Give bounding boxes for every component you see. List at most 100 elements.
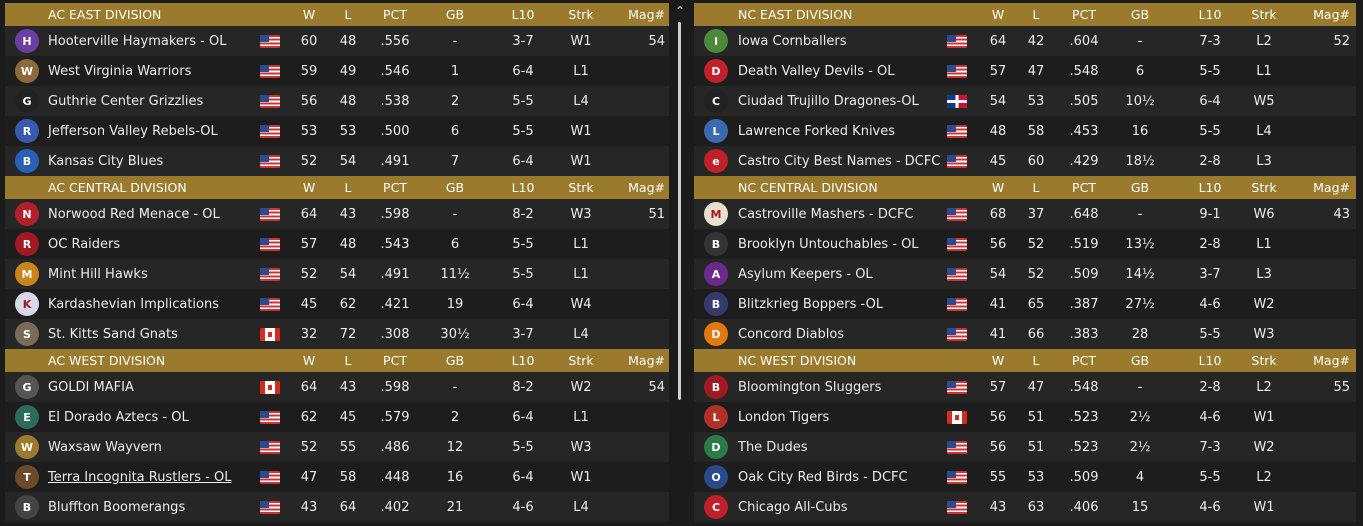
team-name-link[interactable]: Lawrence Forked Knives: [738, 123, 896, 139]
standings-row[interactable]: G GOLDI MAFIA 64 43 .598 - 8-2 W2 54: [5, 372, 669, 402]
team-name-link[interactable]: Concord Diablos: [738, 326, 845, 342]
team-name-link[interactable]: Kansas City Blues: [48, 153, 164, 169]
team-name-link[interactable]: Hooterville Haymakers - OL: [48, 33, 227, 49]
losses-value: 58: [1027, 123, 1045, 139]
team-logo-icon: D: [704, 435, 728, 459]
col-header-l10: L10: [1198, 7, 1222, 22]
losses-value: 48: [339, 33, 357, 49]
scroll-up-icon[interactable]: ⌃: [674, 4, 686, 18]
team-name-link[interactable]: London Tigers: [738, 409, 830, 425]
country-flag-icon: [260, 441, 280, 454]
pct-value: .519: [1069, 236, 1099, 252]
team-name-link[interactable]: Waxsaw Wayvern: [48, 439, 162, 455]
pct-value: .500: [380, 123, 410, 139]
standings-row[interactable]: B Kansas City Blues 52 54 .491 7 6-4 W1: [5, 146, 669, 176]
standings-row[interactable]: O Oak City Red Birds - DCFC 55 53 .509 4 5-5 L2: [694, 462, 1356, 492]
team-name-link[interactable]: OC Raiders: [48, 236, 121, 252]
standings-row[interactable]: C Ciudad Trujillo Dragones-OL 54 53 .505 10½ 6…: [694, 86, 1356, 116]
wins-value: 52: [300, 439, 318, 455]
team-name-link[interactable]: Brooklyn Untouchables - OL: [738, 236, 919, 252]
team-name-link[interactable]: Asylum Keepers - OL: [738, 266, 873, 282]
country-flag-icon: [947, 411, 967, 424]
team-name-link[interactable]: Oak City Red Birds - DCFC: [738, 469, 908, 485]
standings-row[interactable]: D The Dudes 56 51 .523 2½ 7-3 W2: [694, 432, 1356, 462]
standings-row[interactable]: B Bluffton Boomerangs 43 64 .402 21 4-6 L4: [5, 492, 669, 522]
standings-row[interactable]: W West Virginia Warriors 59 49 .546 1 6-4 L1: [5, 56, 669, 86]
team-name-link[interactable]: Bloomington Sluggers: [738, 379, 882, 395]
col-header-gb: GB: [1130, 180, 1150, 195]
division-header: AC CENTRAL DIVISION W L PCT GB L10 Strk Mag#: [5, 176, 669, 199]
standings-row[interactable]: C Chicago All-Cubs 43 63 .406 15 4-6 W1: [694, 492, 1356, 522]
games-back-value: 14½: [1125, 266, 1155, 282]
scrollbar[interactable]: ⌃: [672, 0, 688, 526]
last-ten-value: 5-5: [1199, 469, 1221, 485]
standings-row[interactable]: T Terra Incognita Rustlers - OL 47 58 .448 16…: [5, 462, 669, 492]
last-ten-value: 5-5: [512, 123, 534, 139]
standings-row[interactable]: E El Dorado Aztecs - OL 62 45 .579 2 6-4 L1: [5, 402, 669, 432]
standings-row[interactable]: B Blitzkrieg Boppers -OL 41 65 .387 27½ 4-6 W2: [694, 289, 1356, 319]
col-header-mag: Mag#: [628, 7, 665, 22]
standings-row[interactable]: M Mint Hill Hawks 52 54 .491 11½ 5-5 L1: [5, 259, 669, 289]
col-header-pct: PCT: [1072, 7, 1096, 22]
standings-row[interactable]: e Castro City Best Names - DCFC 45 60 .429 18…: [694, 146, 1356, 176]
col-header-mag: Mag#: [1313, 7, 1350, 22]
standings-row[interactable]: N Norwood Red Menace - OL 64 43 .598 - 8-2 W3 51: [5, 199, 669, 229]
team-name-link[interactable]: The Dudes: [738, 439, 808, 455]
losses-value: 53: [1027, 469, 1045, 485]
standings-row[interactable]: L Lawrence Forked Knives 48 58 .453 16 5-5 L4: [694, 116, 1356, 146]
team-name-link[interactable]: Terra Incognita Rustlers - OL: [48, 469, 232, 485]
wins-value: 68: [989, 206, 1007, 222]
team-name-link[interactable]: El Dorado Aztecs - OL: [48, 409, 189, 425]
team-name-link[interactable]: Chicago All-Cubs: [738, 499, 848, 515]
col-header-w: W: [991, 180, 1005, 195]
team-name-link[interactable]: Mint Hill Hawks: [48, 266, 148, 282]
scroll-thumb[interactable]: [678, 22, 681, 400]
col-header-l: L: [1032, 7, 1040, 22]
country-flag-icon: [260, 471, 280, 484]
standings-row[interactable]: R OC Raiders 57 48 .543 6 5-5 L1: [5, 229, 669, 259]
games-back-value: -: [452, 379, 458, 395]
team-name-link[interactable]: West Virginia Warriors: [48, 63, 192, 79]
standings-row[interactable]: R Jefferson Valley Rebels-OL 53 53 .500 6 5-5 W…: [5, 116, 669, 146]
last-ten-value: 7-3: [1199, 33, 1221, 49]
team-name-link[interactable]: Iowa Cornballers: [738, 33, 847, 49]
standings-row[interactable]: B Bloomington Sluggers 57 47 .548 - 2-8 L2 55: [694, 372, 1356, 402]
team-name-link[interactable]: Jefferson Valley Rebels-OL: [48, 123, 218, 139]
team-name-link[interactable]: Guthrie Center Grizzlies: [48, 93, 204, 109]
standings-row[interactable]: S St. Kitts Sand Gnats 32 72 .308 30½ 3-7 L4: [5, 319, 669, 349]
magic-number-value: 43: [1333, 206, 1350, 222]
standings-row[interactable]: G Guthrie Center Grizzlies 56 48 .538 2 5-5 L4: [5, 86, 669, 116]
pct-value: .546: [380, 63, 410, 79]
team-name-link[interactable]: Castroville Mashers - DCFC: [738, 206, 914, 222]
standings-row[interactable]: A Asylum Keepers - OL 54 52 .509 14½ 3-7 L3: [694, 259, 1356, 289]
team-name-link[interactable]: Bluffton Boomerangs: [48, 499, 186, 515]
standings-row[interactable]: B Brooklyn Untouchables - OL 56 52 .519 13½ 2-…: [694, 229, 1356, 259]
team-name-link[interactable]: Blitzkrieg Boppers -OL: [738, 296, 884, 312]
col-header-w: W: [302, 180, 316, 195]
standings-row[interactable]: K Kardashevian Implications 45 62 .421 19 6-4 W…: [5, 289, 669, 319]
country-flag-icon: [260, 35, 280, 48]
team-name-link[interactable]: Death Valley Devils - OL: [738, 63, 895, 79]
standings-row[interactable]: L London Tigers 56 51 .523 2½ 4-6 W1: [694, 402, 1356, 432]
team-name-link[interactable]: Kardashevian Implications: [48, 296, 220, 312]
team-name-link[interactable]: Ciudad Trujillo Dragones-OL: [738, 93, 919, 109]
losses-value: 51: [1027, 439, 1045, 455]
losses-value: 53: [339, 123, 357, 139]
pct-value: .486: [380, 439, 410, 455]
standings-row[interactable]: H Hooterville Haymakers - OL 60 48 .556 - 3-7 W…: [5, 26, 669, 56]
losses-value: 51: [1027, 409, 1045, 425]
team-name-link[interactable]: St. Kitts Sand Gnats: [48, 326, 178, 342]
streak-value: L2: [1256, 469, 1272, 485]
pct-value: .604: [1069, 33, 1099, 49]
team-logo-icon: O: [704, 465, 728, 489]
division-header: NC EAST DIVISION W L PCT GB L10 Strk Mag#: [694, 3, 1356, 26]
standings-row[interactable]: I Iowa Cornballers 64 42 .604 - 7-3 L2 52: [694, 26, 1356, 56]
team-name-link[interactable]: Norwood Red Menace - OL: [48, 206, 220, 222]
standings-row[interactable]: D Death Valley Devils - OL 57 47 .548 6 5-5 L1: [694, 56, 1356, 86]
standings-row[interactable]: M Castroville Mashers - DCFC 68 37 .648 - 9-1 W…: [694, 199, 1356, 229]
streak-value: W3: [1253, 326, 1275, 342]
standings-row[interactable]: D Concord Diablos 41 66 .383 28 5-5 W3: [694, 319, 1356, 349]
team-name-link[interactable]: Castro City Best Names - DCFC: [738, 153, 941, 169]
standings-row[interactable]: W Waxsaw Wayvern 52 55 .486 12 5-5 W3: [5, 432, 669, 462]
team-name-link[interactable]: GOLDI MAFIA: [48, 379, 134, 395]
